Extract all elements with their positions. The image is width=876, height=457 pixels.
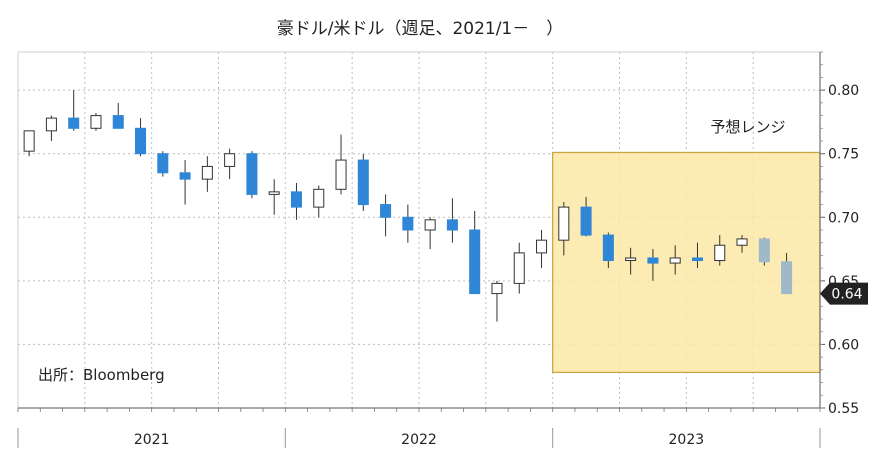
candle — [758, 237, 770, 266]
candle — [313, 185, 325, 218]
candle — [45, 115, 57, 141]
y-tick-label: 0.75 — [828, 147, 859, 163]
candle — [781, 252, 793, 295]
y-axis: 0.550.600.650.700.750.80 — [819, 51, 859, 417]
candle — [224, 148, 236, 180]
candle — [536, 230, 548, 269]
candle-body — [246, 153, 258, 195]
candle-body — [781, 261, 793, 295]
plot-area — [17, 51, 821, 409]
candle — [157, 151, 169, 177]
candle-body — [647, 257, 659, 264]
candle-body — [290, 191, 302, 208]
candle — [112, 102, 124, 129]
candle-body — [625, 257, 637, 262]
last-value-badge — [820, 282, 868, 305]
candle — [513, 242, 525, 294]
candle-body — [669, 257, 681, 264]
candle — [246, 151, 258, 199]
candle — [335, 134, 347, 195]
candle-body — [157, 153, 169, 174]
x-tick-label: 2021 — [134, 432, 170, 448]
candle-body — [469, 229, 481, 295]
candle-body — [23, 130, 35, 152]
candle — [424, 217, 436, 250]
candle-body — [112, 115, 124, 129]
candle — [68, 90, 80, 131]
candle-body — [602, 234, 614, 262]
candle-body — [691, 257, 703, 262]
candle-body — [135, 127, 147, 155]
y-tick-label: 0.70 — [828, 210, 859, 226]
candle — [179, 160, 191, 205]
candle — [357, 153, 369, 211]
y-tick-label: 0.55 — [828, 401, 859, 417]
candle-body — [357, 159, 369, 206]
candle-body — [446, 219, 458, 231]
candle — [491, 280, 503, 322]
candle — [90, 113, 102, 131]
candle — [268, 179, 280, 215]
candle — [201, 156, 213, 192]
candle — [290, 182, 302, 220]
x-tick-label: 2022 — [401, 432, 437, 448]
source-label: 出所：Bloomberg — [38, 366, 165, 384]
candle — [647, 249, 659, 281]
candle-body — [558, 206, 570, 241]
candle-body — [736, 238, 748, 246]
candle-body — [580, 206, 592, 236]
candle-body — [268, 191, 280, 195]
candle — [625, 247, 637, 275]
candle — [469, 210, 481, 295]
candle-body — [90, 115, 102, 129]
candle — [736, 235, 748, 253]
candle-body — [714, 244, 726, 262]
x-axis: 2021 2022 2023 — [17, 407, 821, 448]
candle-body — [224, 153, 236, 167]
chart-title: 豪ドル/米ドル（週足、2021/1－ ） — [277, 18, 564, 39]
candle-body — [179, 172, 191, 180]
y-tick-label: 0.80 — [828, 83, 859, 99]
candle — [558, 202, 570, 256]
x-tick-label: 2023 — [669, 432, 705, 448]
candle — [580, 196, 592, 237]
last-value-text: 0.64 — [831, 287, 862, 303]
candle — [446, 198, 458, 243]
candle-body — [201, 165, 213, 180]
candle-body — [313, 188, 325, 208]
candle-body — [491, 282, 503, 295]
candle-body — [758, 238, 770, 263]
candle — [135, 118, 147, 157]
candle — [669, 245, 681, 275]
candle-body — [536, 239, 548, 254]
candle — [23, 130, 35, 157]
candle-body — [45, 117, 57, 132]
forecast-range-layer — [552, 151, 821, 373]
candle — [402, 204, 414, 243]
candle-body — [68, 117, 80, 129]
candle-body — [513, 252, 525, 284]
candle — [602, 232, 614, 269]
candle-body — [402, 216, 414, 231]
candle-body — [335, 159, 347, 190]
y-tick-label: 0.60 — [828, 337, 859, 353]
forecast-range-box — [552, 151, 821, 373]
last-value-marker: 0.64 — [820, 282, 868, 305]
candle — [380, 194, 392, 237]
candle-body — [424, 219, 436, 231]
candle — [714, 235, 726, 266]
candle — [691, 242, 703, 269]
range-label: 予想レンジ — [710, 118, 785, 136]
candle-body — [380, 204, 392, 218]
candlestick-series — [23, 90, 793, 322]
